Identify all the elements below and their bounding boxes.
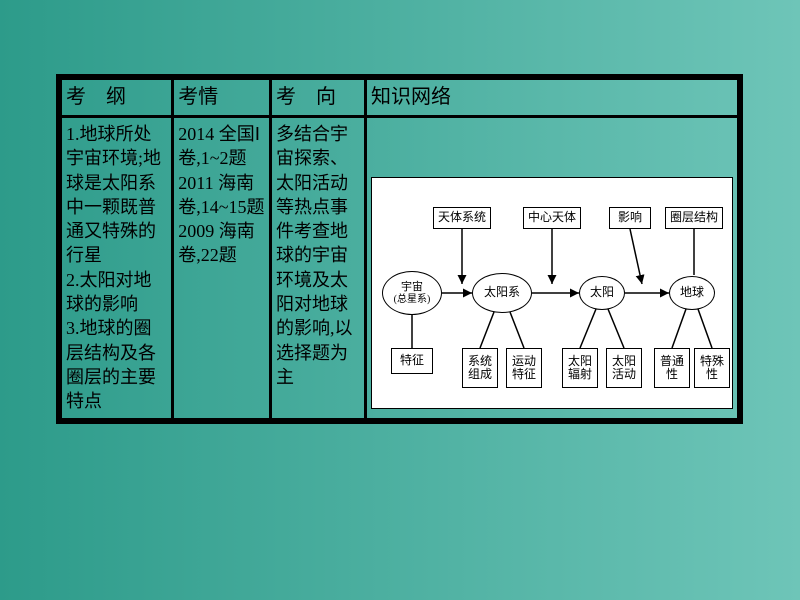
header-network: 知识网络 [366,79,739,117]
header-kaoqing: 考情 [173,79,271,117]
node-motion-feature: 运动特征 [506,348,542,388]
node-influence: 影响 [609,207,651,229]
node-solar-activity: 太阳活动 [606,348,642,388]
node-sun: 太阳 [579,276,625,310]
kaoxiang-text: 多结合宇宙探索、太阳活动等热点事件考查地球的宇宙环境及太阳对地球的影响,以选择题… [276,122,360,389]
node-celestial-system: 天体系统 [433,207,491,229]
node-commonality: 普通性 [654,348,690,388]
node-sphere-structure: 圈层结构 [665,207,723,229]
node-system-composition: 系统组成 [462,348,498,388]
cell-network: 天体系统 中心天体 影响 圈层结构 宇宙 (总星系) 太阳系 太阳 地球 特征 … [366,117,739,420]
knowledge-network-diagram: 天体系统 中心天体 影响 圈层结构 宇宙 (总星系) 太阳系 太阳 地球 特征 … [371,177,733,409]
node-universe-l2: (总星系) [394,294,431,306]
kaogang-text: 1.地球所处宇宙环境;地球是太阳系中一颗既普通又特殊的行星 2.太阳对地球的影响… [66,122,167,414]
node-uniqueness: 特殊性 [694,348,730,388]
node-solar-radiation: 太阳辐射 [562,348,598,388]
cell-kaogang: 1.地球所处宇宙环境;地球是太阳系中一颗既普通又特殊的行星 2.太阳对地球的影响… [61,117,173,420]
node-universe: 宇宙 (总星系) [382,271,442,315]
node-universe-l1: 宇宙 [401,281,423,294]
cell-kaoxiang: 多结合宇宙探索、太阳活动等热点事件考查地球的宇宙环境及太阳对地球的影响,以选择题… [271,117,366,420]
header-kaoxiang: 考 向 [271,79,366,117]
kaoqing-text: 2014 全国Ⅰ卷,1~2题 2011 海南卷,14~15题 2009 海南卷,… [178,122,265,268]
node-central-body: 中心天体 [523,207,581,229]
node-solar-system: 太阳系 [472,273,532,313]
node-feature: 特征 [391,348,433,374]
syllabus-table: 考 纲 考情 考 向 知识网络 1.地球所处宇宙环境;地球是太阳系中一颗既普通又… [56,74,743,424]
node-earth: 地球 [669,276,715,310]
header-kaogang: 考 纲 [61,79,173,117]
cell-kaoqing: 2014 全国Ⅰ卷,1~2题 2011 海南卷,14~15题 2009 海南卷,… [173,117,271,420]
